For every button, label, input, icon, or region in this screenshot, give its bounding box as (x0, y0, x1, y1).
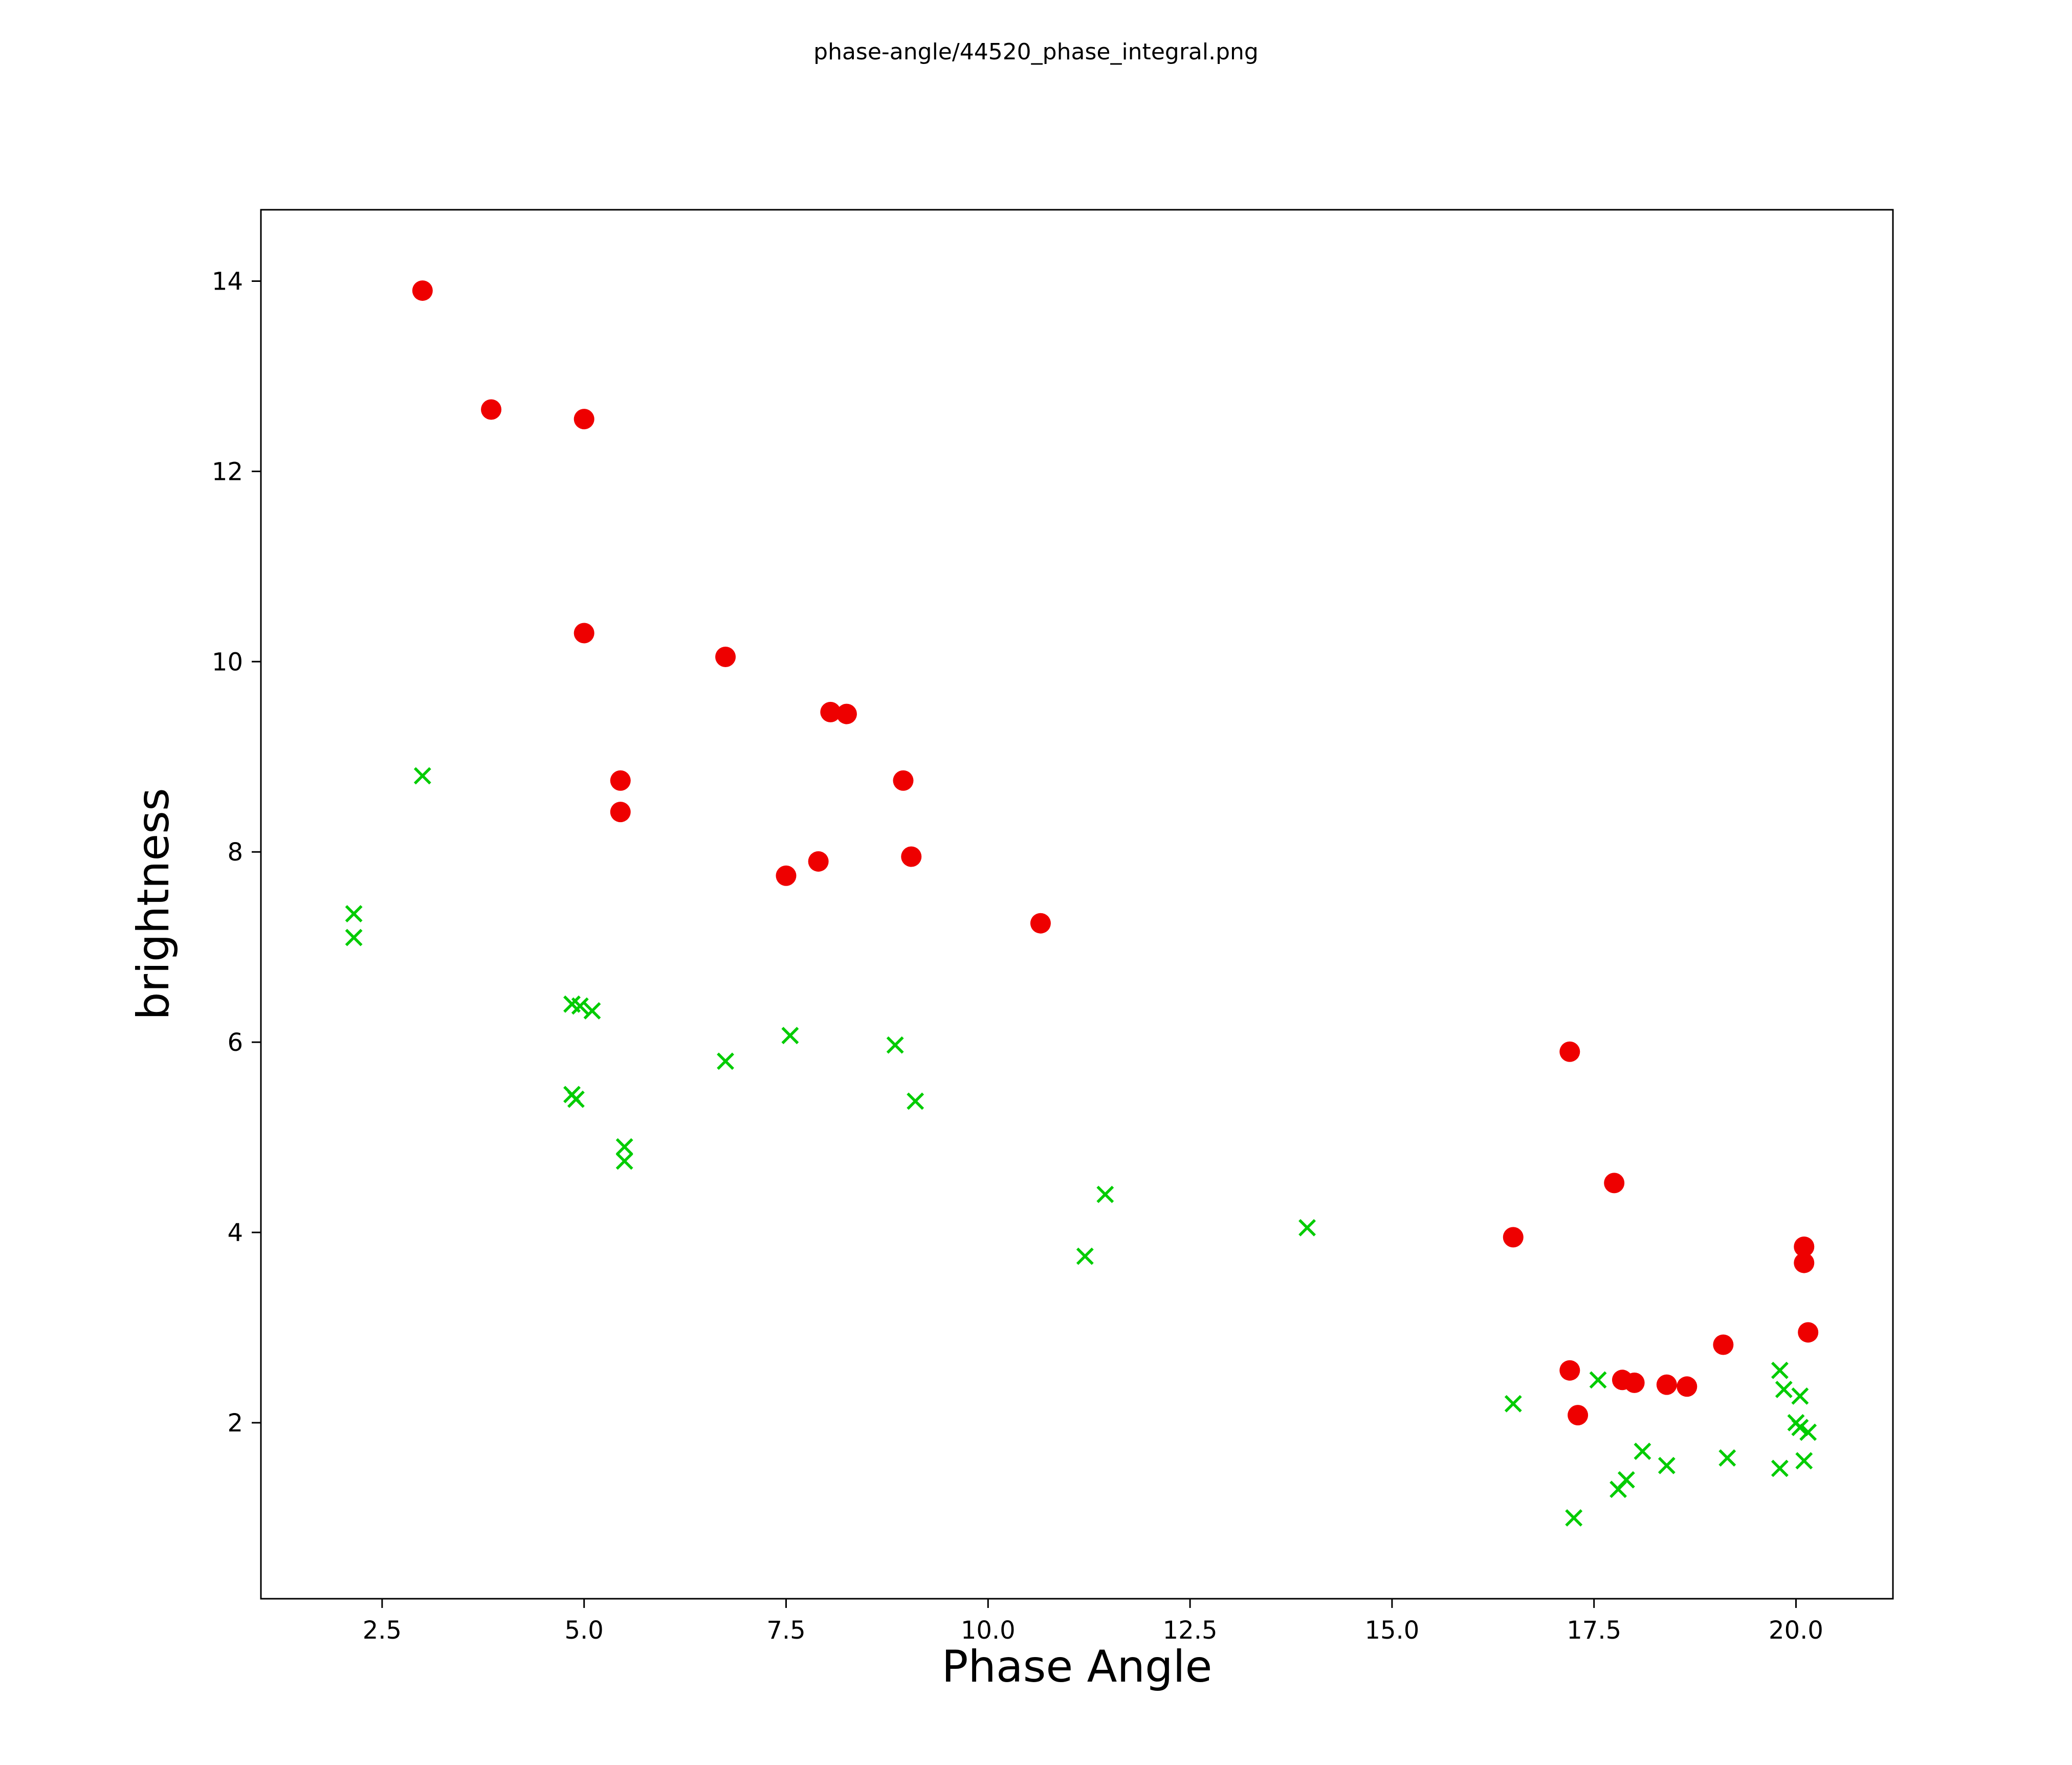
green-crosses-point (907, 1092, 924, 1110)
red-circles-point (820, 701, 841, 722)
y-tick-label: 10 (212, 648, 243, 676)
green-crosses-point (1795, 1452, 1813, 1470)
green-crosses-point (1718, 1449, 1736, 1467)
green-crosses-point (1775, 1380, 1793, 1398)
red-circles-point (1604, 1173, 1625, 1194)
red-circles-point (715, 647, 736, 668)
green-crosses-point (1298, 1219, 1316, 1237)
red-circles-point (574, 623, 594, 644)
red-circles-point (1677, 1376, 1698, 1397)
green-crosses-point (345, 905, 363, 923)
green-crosses-point (1076, 1247, 1094, 1265)
green-crosses-point (1096, 1185, 1114, 1203)
green-crosses-point (1589, 1371, 1607, 1389)
red-circles-point (1794, 1236, 1815, 1257)
red-circles-point (1656, 1374, 1677, 1395)
red-circles-point (808, 851, 829, 872)
green-crosses-point (413, 767, 431, 785)
green-crosses-point (1771, 1361, 1789, 1379)
green-crosses-point (1565, 1509, 1583, 1527)
red-circles-point (610, 770, 631, 791)
y-tick-label: 6 (227, 1028, 243, 1057)
green-crosses-point (567, 1090, 585, 1108)
y-tick-label: 12 (212, 457, 243, 486)
green-crosses-point (717, 1052, 734, 1070)
red-circles-point (1030, 913, 1051, 934)
x-tick-label: 15.0 (1364, 1616, 1419, 1645)
red-circles-point (1713, 1334, 1734, 1355)
green-crosses-point (1504, 1395, 1522, 1413)
red-circles-point (1798, 1322, 1819, 1343)
red-circles-point (574, 409, 594, 430)
x-tick-label: 17.5 (1567, 1616, 1621, 1645)
green-crosses-point (1610, 1481, 1627, 1498)
red-circles-point (1794, 1252, 1815, 1273)
green-crosses-point (615, 1138, 633, 1156)
red-circles-point (1559, 1360, 1580, 1381)
red-circles-point (776, 865, 797, 886)
green-crosses-point (1771, 1460, 1789, 1477)
green-crosses-point (1799, 1423, 1817, 1441)
red-circles-point (1568, 1405, 1589, 1426)
red-circles-point (481, 399, 502, 420)
y-tick-label: 14 (212, 267, 243, 296)
red-circles-point (893, 770, 914, 791)
y-tick-label: 4 (227, 1219, 243, 1247)
green-crosses-point (1791, 1419, 1809, 1437)
red-circles-point (1624, 1372, 1645, 1393)
red-circles-point (1503, 1227, 1524, 1248)
green-crosses-point (345, 929, 363, 946)
figure-title: phase-angle/44520_phase_integral.png (813, 39, 1259, 65)
green-crosses-point (886, 1036, 904, 1054)
green-crosses-point (583, 1002, 601, 1020)
green-crosses-point (571, 997, 589, 1015)
y-tick-label: 2 (227, 1409, 243, 1438)
plot-border (260, 209, 1894, 1600)
x-tick-label: 2.5 (363, 1616, 402, 1645)
red-circles-point (1559, 1041, 1580, 1062)
y-axis-label: brightness (128, 788, 179, 1020)
green-crosses-point (781, 1027, 799, 1045)
green-crosses-point (615, 1152, 633, 1170)
green-crosses-point (1634, 1442, 1651, 1460)
green-crosses-point (1658, 1457, 1676, 1474)
x-tick-label: 7.5 (766, 1616, 805, 1645)
green-crosses-point (1791, 1387, 1809, 1405)
x-tick-label: 12.5 (1163, 1616, 1218, 1645)
red-circles-point (610, 802, 631, 823)
red-circles-point (901, 846, 922, 867)
red-circles-point (412, 280, 433, 301)
x-axis-label: Phase Angle (941, 1641, 1213, 1692)
x-tick-label: 10.0 (961, 1616, 1016, 1645)
x-tick-label: 5.0 (565, 1616, 604, 1645)
red-circles-point (836, 703, 857, 724)
y-tick-label: 8 (227, 838, 243, 867)
x-tick-label: 20.0 (1769, 1616, 1823, 1645)
